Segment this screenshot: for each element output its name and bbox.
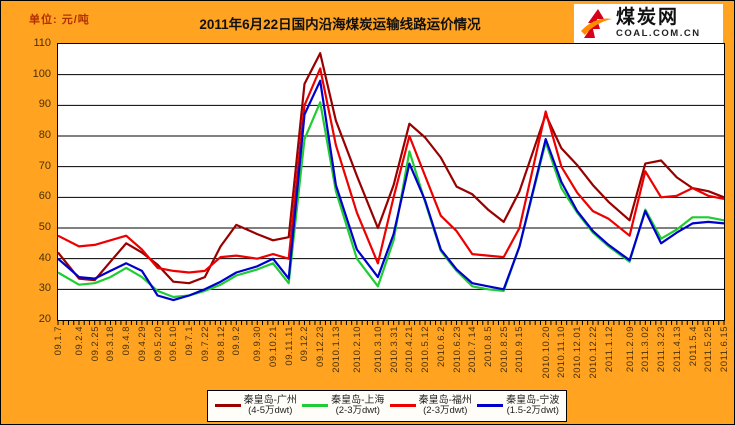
x-axis-label: 2010.5.12: [420, 326, 432, 373]
x-axis-label: 09.11.11: [283, 326, 295, 366]
x-axis-label: 2010.1.13: [330, 326, 342, 373]
legend-item-qinhuangdao-fuzhou: 秦皇岛-福州 (2-3万dwt): [389, 394, 472, 417]
x-axis-label: 09.2.25: [89, 326, 101, 362]
coal-com-cn-logo: 煤炭网 COAL.COM.CN: [574, 4, 723, 43]
x-axis-label: 2010.8.25: [498, 326, 510, 373]
x-axis-label: 2010.8.5: [483, 326, 495, 367]
x-axis-label: 09.4.29: [136, 326, 148, 362]
x-axis-label: 09.6.10: [168, 326, 180, 362]
legend-series-dwt: (2-3万dwt): [423, 405, 468, 417]
x-axis-label: 09.5.20: [152, 326, 164, 362]
legend-series-name: 秦皇岛-福州: [418, 394, 472, 406]
x-axis-label: 09.1.7: [53, 326, 64, 356]
legend-line-swatch: [477, 404, 504, 408]
chart-legend: 秦皇岛-广州 (4-5万dwt) 秦皇岛-上海 (2-3万dwt) 秦皇岛-福州 (2-3…: [207, 390, 567, 422]
legend-series-name: 秦皇岛-广州: [243, 394, 297, 406]
legend-series-dwt: (2-3万dwt): [335, 405, 380, 417]
x-axis-label: 2010.2.10: [351, 326, 363, 373]
x-axis-label: 2010.12.22: [587, 326, 599, 379]
legend-line-swatch: [214, 404, 241, 408]
x-axis-label: 09.4.8: [121, 326, 133, 356]
y-axis-label: 20: [38, 313, 51, 325]
x-axis-label: 2011.2.09: [624, 326, 636, 373]
x-axis-label: 2010.12.01: [572, 326, 584, 379]
legend-line-swatch: [302, 404, 329, 408]
y-axis-label: 70: [38, 159, 51, 172]
series-line-qinhuangdao-fuzhou: [57, 67, 725, 274]
y-axis-label: 90: [38, 98, 51, 111]
legend-item-qinhuangdao-ningbo: 秦皇岛-宁波 (1.5-2万dwt): [477, 395, 559, 417]
x-axis-label: 2011.1.12: [603, 326, 615, 373]
y-axis-label: 50: [38, 221, 51, 233]
coal-logo-icon: [581, 8, 612, 38]
logo-name: 煤炭网: [616, 7, 680, 29]
y-axis-label: 40: [38, 251, 51, 264]
x-axis-label: 09.7.1: [184, 326, 196, 356]
x-axis-label: 09.12.23: [315, 326, 327, 367]
x-axis-label: 2010.11.10: [556, 326, 568, 378]
unit-label: 单位: 元/吨: [29, 14, 90, 26]
x-axis-label: 09.12.2: [299, 326, 311, 362]
legend-series-name: 秦皇岛-宁波: [506, 394, 560, 406]
x-axis-label: 09.2.4: [73, 326, 85, 356]
legend-item-qinhuangdao-shanghai: 秦皇岛-上海 (2-3万dwt): [302, 395, 384, 417]
line-chart: [57, 52, 725, 325]
x-axis-label: 2010.7.14: [467, 326, 479, 373]
x-axis-label: 2010.3.10: [372, 326, 384, 373]
x-axis-label: 2010.6.23: [451, 326, 463, 373]
x-axis-label: 2010.4.21: [404, 326, 416, 373]
y-axis-label: 30: [38, 282, 51, 295]
legend-series-name: 秦皇岛-上海: [331, 394, 385, 406]
x-axis-label: 2011.4.13: [671, 326, 683, 373]
series-line-qinhuangdao-shanghai: [57, 101, 725, 299]
series-line-qinhuangdao-ningbo: [57, 79, 725, 302]
x-axis-label: 2010.6.2: [435, 326, 447, 367]
x-axis-label: 09.3.18: [105, 326, 117, 362]
logo-domain: COAL.COM.CN: [616, 28, 701, 40]
x-axis-label: 09.9.30: [252, 326, 264, 362]
y-axis-label: 110: [33, 37, 51, 49]
x-axis-label: 09.10.21: [268, 326, 279, 367]
plot-area: [57, 43, 725, 325]
x-axis-label: 2010.10.20: [540, 326, 552, 379]
legend-series-dwt: (1.5-2万dwt): [506, 405, 559, 417]
x-axis-label: 2011.3.23: [656, 326, 668, 373]
x-axis-label: 2010.9.15: [514, 326, 526, 373]
x-axis-label: 09.7.22: [199, 326, 211, 362]
legend-item-qinhuangdao-guangzhou: 秦皇岛-广州 (4-5万dwt): [214, 394, 297, 417]
y-axis-label: 100: [32, 67, 51, 80]
series-line-qinhuangdao-guangzhou: [57, 52, 725, 285]
x-axis-label: 2011.5.25: [703, 326, 715, 373]
x-axis-label: 2010.3.31: [388, 326, 400, 373]
legend-series-dwt: (4-5万dwt): [248, 405, 293, 417]
x-axis-label: 2011.6.15: [719, 326, 730, 373]
legend-line-swatch: [389, 404, 416, 408]
x-axis-label: 2011.3.02: [640, 326, 652, 373]
page-title: 2011年6月22日国内沿海煤炭运输线路运价情况: [199, 17, 481, 32]
x-axis-label: 2011.5.4: [687, 326, 699, 367]
y-axis-label: 80: [38, 129, 51, 141]
x-axis-label: 09.9.2: [231, 326, 243, 356]
y-axis-label: 60: [38, 190, 51, 203]
x-axis-label: 09.8.12: [215, 326, 227, 362]
